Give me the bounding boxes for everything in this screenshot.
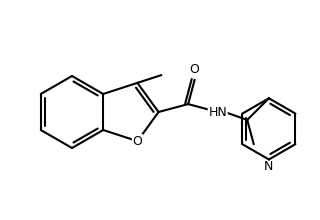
Text: N: N <box>264 160 274 174</box>
Text: O: O <box>190 63 200 76</box>
Text: O: O <box>132 135 142 148</box>
Text: HN: HN <box>208 106 227 119</box>
